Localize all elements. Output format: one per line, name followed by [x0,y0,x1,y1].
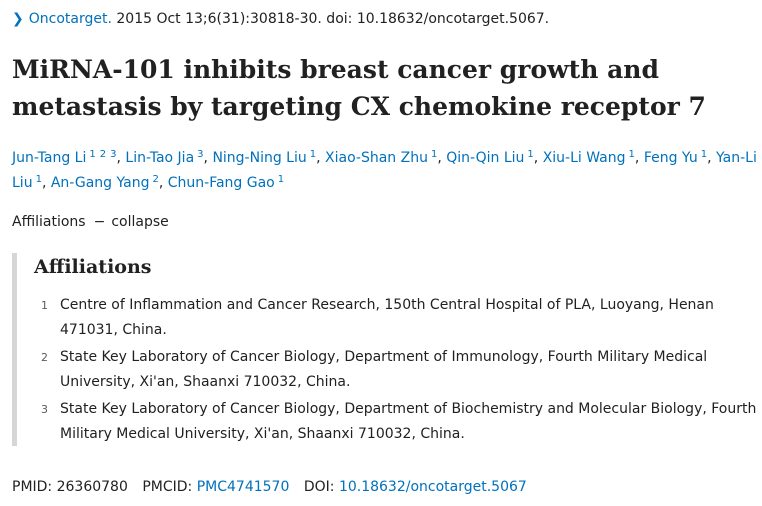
pmcid-label: PMCID: [142,479,193,495]
affiliation-ref[interactable]: 1 [628,149,635,160]
pmid-label: PMID: [12,479,53,495]
affiliations-toggle-label: Affiliations [12,214,86,230]
author-item: Jun-Tang Li 1 2 3 [12,149,116,167]
author-separator: , [437,150,447,166]
affiliation-text: Centre of Inflammation and Cancer Resear… [60,297,714,338]
affiliation-ref[interactable]: 2 [99,149,107,160]
citation-details: 2015 Oct 13;6(31):30818-30. doi: 10.1863… [116,11,550,27]
doi-label: DOI: [303,479,335,495]
author-link[interactable]: Ning-Ning Liu [212,150,307,166]
author-separator: , [203,150,213,166]
author-item: Yan-Li Liu 1 [12,150,757,191]
author-separator: , [634,150,644,166]
author-separator: , [707,150,717,166]
author-affiliation-refs: 1 [629,149,635,160]
affiliation-ref[interactable]: 3 [110,149,117,160]
affiliation-ref[interactable]: 1 [430,149,438,160]
affiliation-ref[interactable]: 1 [277,174,285,185]
author-item: An-Gang Yang 2 [50,174,159,192]
author-affiliation-refs: 3 [197,149,203,160]
journal-link[interactable]: Oncotarget. [28,11,112,27]
author-affiliation-refs: 1 [701,149,707,160]
affiliation-text: State Key Laboratory of Cancer Biology, … [60,401,757,442]
author-item: Qin-Qin Liu 1 [446,149,534,167]
author-affiliation-refs: 1 [278,174,284,185]
author-separator: , [41,175,51,191]
affiliation-item: 2 State Key Laboratory of Cancer Biology,… [17,345,757,395]
author-separator: , [533,150,543,166]
affiliation-number: 1 [41,299,48,312]
author-item: Feng Yu 1 [643,149,707,167]
minus-icon[interactable]: − [93,214,106,230]
author-separator: , [158,175,168,191]
affiliation-ref[interactable]: 2 [152,174,159,185]
affiliations-panel: Affiliations 1 Centre of Inflammation and… [12,253,757,446]
author-affiliation-refs: 1 [527,149,533,160]
affiliation-ref[interactable]: 1 [700,149,708,160]
author-affiliation-refs: 1 [36,174,42,185]
citation-line: ❯ Oncotarget. 2015 Oct 13;6(31):30818-30.… [12,9,549,29]
affiliation-item: 3 State Key Laboratory of Cancer Biology,… [17,397,757,447]
author-link[interactable]: Qin-Qin Liu [446,150,525,166]
author-link[interactable]: Feng Yu [643,150,698,166]
doi-link[interactable]: 10.18632/oncotarget.5067 [338,479,527,495]
author-link[interactable]: Lin-Tao Jia [125,150,195,166]
author-item: Lin-Tao Jia 3 [125,149,203,167]
author-separator: , [116,150,126,166]
pmid-value: 26360780 [56,479,128,495]
author-link[interactable]: Yan-Li Liu [12,150,757,191]
collapse-link[interactable]: collapse [111,214,169,230]
author-link[interactable]: Xiu-Li Wang [542,150,626,166]
author-link[interactable]: Xiao-Shan Zhu [325,150,428,166]
author-link[interactable]: Chun-Fang Gao [167,175,275,191]
author-item: Chun-Fang Gao 1 [167,174,284,192]
author-item: Ning-Ning Liu 1 [212,149,316,167]
affiliation-ref[interactable]: 1 [89,149,96,160]
author-separator: , [316,150,326,166]
author-affiliation-refs: 1 [431,149,437,160]
pmcid-link[interactable]: PMC4741570 [196,479,290,495]
article-title: MiRNA-101 inhibits breast cancer growth … [12,55,706,121]
affiliation-item: 1 Centre of Inflammation and Cancer Resea… [17,293,757,343]
affiliation-ref[interactable]: 1 [527,149,534,160]
author-link[interactable]: Jun-Tang Li [12,150,87,166]
affiliations-list: 1 Centre of Inflammation and Cancer Resea… [17,293,757,449]
affiliation-ref[interactable]: 1 [309,149,317,160]
chevron-right-icon[interactable]: ❯ [12,11,24,27]
author-item: Xiao-Shan Zhu 1 [325,149,437,167]
author-affiliation-refs: 1 [310,149,316,160]
affiliation-ref[interactable]: 1 [35,174,42,185]
affiliations-toggle: Affiliations − collapse [12,212,169,232]
affiliation-number: 2 [41,351,48,364]
author-affiliation-refs: 2 [152,174,158,185]
author-item: Xiu-Li Wang 1 [542,149,635,167]
author-link[interactable]: An-Gang Yang [50,175,150,191]
affiliations-heading: Affiliations [34,256,152,278]
affiliation-text: State Key Laboratory of Cancer Biology, … [60,349,708,390]
author-list: Jun-Tang Li 1 2 3, Lin-Tao Jia 3, Ning-Ning … [12,146,757,196]
affiliation-ref[interactable]: 3 [197,149,204,160]
affiliation-number: 3 [41,403,48,416]
identifiers-line: PMID: 26360780 PMCID: PMC4741570 DOI: 10… [12,477,527,497]
